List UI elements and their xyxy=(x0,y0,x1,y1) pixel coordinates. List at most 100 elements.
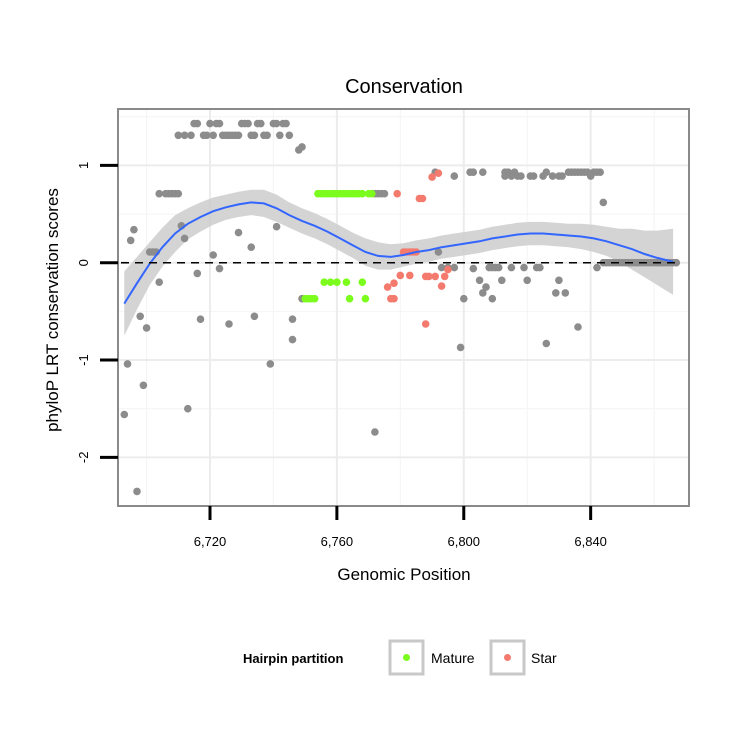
point-star xyxy=(431,272,440,281)
point-other xyxy=(225,320,233,328)
point-other xyxy=(272,222,281,231)
legend-swatch-mature xyxy=(403,654,410,661)
point-mature xyxy=(333,278,341,287)
point-other xyxy=(672,258,681,267)
point-other xyxy=(276,131,284,140)
legend-label-star: Star xyxy=(531,650,557,666)
point-other xyxy=(371,428,379,436)
plot-area: 6,720 6,760 6,800 6,840 -2 -1 0 1 xyxy=(76,108,690,549)
point-other xyxy=(520,263,528,272)
point-star xyxy=(434,169,443,177)
confidence-band xyxy=(124,189,674,336)
point-other xyxy=(529,172,538,180)
point-other xyxy=(482,283,490,291)
y-tick-label: 1 xyxy=(76,162,91,169)
point-mature xyxy=(345,294,354,303)
point-other xyxy=(234,131,243,140)
point-mature xyxy=(320,278,329,287)
point-other xyxy=(450,172,459,180)
legend-swatch-star xyxy=(504,654,511,661)
point-other xyxy=(574,323,582,331)
point-other xyxy=(266,360,275,368)
x-tick-label: 6,760 xyxy=(321,534,354,549)
y-tick-label: -2 xyxy=(76,452,91,464)
point-other xyxy=(548,172,557,180)
point-star xyxy=(406,271,414,280)
point-other xyxy=(450,263,459,272)
point-other xyxy=(130,225,138,234)
point-other xyxy=(460,294,468,303)
point-other xyxy=(215,119,224,128)
point-other xyxy=(136,312,144,321)
x-tick-label: 6,720 xyxy=(194,534,227,549)
point-other xyxy=(488,294,497,303)
point-star xyxy=(383,283,392,291)
point-other xyxy=(479,168,487,176)
point-star xyxy=(440,272,449,281)
point-other xyxy=(282,119,290,128)
point-other xyxy=(434,248,443,256)
point-other xyxy=(215,264,224,273)
point-star xyxy=(393,189,402,198)
point-other xyxy=(234,228,243,237)
legend-item-star: Star xyxy=(489,639,557,676)
point-other xyxy=(184,404,192,413)
point-other xyxy=(437,263,446,272)
point-other xyxy=(244,119,252,128)
y-tick-label: -1 xyxy=(76,354,91,366)
point-other xyxy=(193,119,202,128)
point-other xyxy=(272,119,281,128)
chart-title: Conservation xyxy=(345,76,463,98)
point-other xyxy=(542,168,551,176)
x-axis-title: Genomic Position xyxy=(337,565,470,584)
point-other xyxy=(536,263,544,272)
point-other xyxy=(469,168,478,176)
legend-title: Hairpin partition xyxy=(243,651,343,666)
point-other xyxy=(203,131,211,140)
point-star xyxy=(396,271,405,280)
point-other xyxy=(174,189,183,198)
point-star xyxy=(444,265,452,274)
point-other xyxy=(561,289,570,297)
x-tick-label: 6,800 xyxy=(447,534,480,549)
legend-key-box xyxy=(388,639,425,676)
point-other xyxy=(120,410,129,419)
point-other xyxy=(155,278,163,287)
point-other xyxy=(174,131,183,140)
y-axis-title: phyloP LRT conservation scores xyxy=(43,188,62,432)
point-other xyxy=(285,131,294,140)
point-other xyxy=(494,263,503,272)
y-tick-label: 0 xyxy=(76,259,91,266)
point-other xyxy=(250,312,259,321)
point-star xyxy=(437,282,446,290)
plot-border xyxy=(117,108,690,507)
point-other xyxy=(180,131,189,140)
point-other xyxy=(126,236,135,245)
point-other xyxy=(133,487,141,496)
point-other xyxy=(288,315,297,324)
point-other xyxy=(380,189,389,198)
point-other xyxy=(596,168,604,176)
plot-background xyxy=(118,109,689,506)
point-star xyxy=(390,279,398,288)
point-mature xyxy=(310,294,319,303)
point-other xyxy=(479,289,487,297)
point-star xyxy=(421,320,430,328)
point-other xyxy=(542,339,551,348)
point-other xyxy=(298,143,306,151)
point-other xyxy=(193,269,202,278)
point-other xyxy=(250,131,259,140)
point-mature xyxy=(361,294,370,303)
point-other xyxy=(209,131,217,140)
point-other xyxy=(247,243,255,251)
point-other xyxy=(498,276,506,285)
point-other xyxy=(469,264,478,273)
legend: Hairpin partition Mature Star xyxy=(243,639,557,676)
point-other xyxy=(552,289,560,297)
point-other xyxy=(456,343,465,352)
point-other xyxy=(209,251,217,259)
point-mature xyxy=(326,278,335,287)
point-other xyxy=(507,263,516,272)
point-other xyxy=(142,324,151,332)
